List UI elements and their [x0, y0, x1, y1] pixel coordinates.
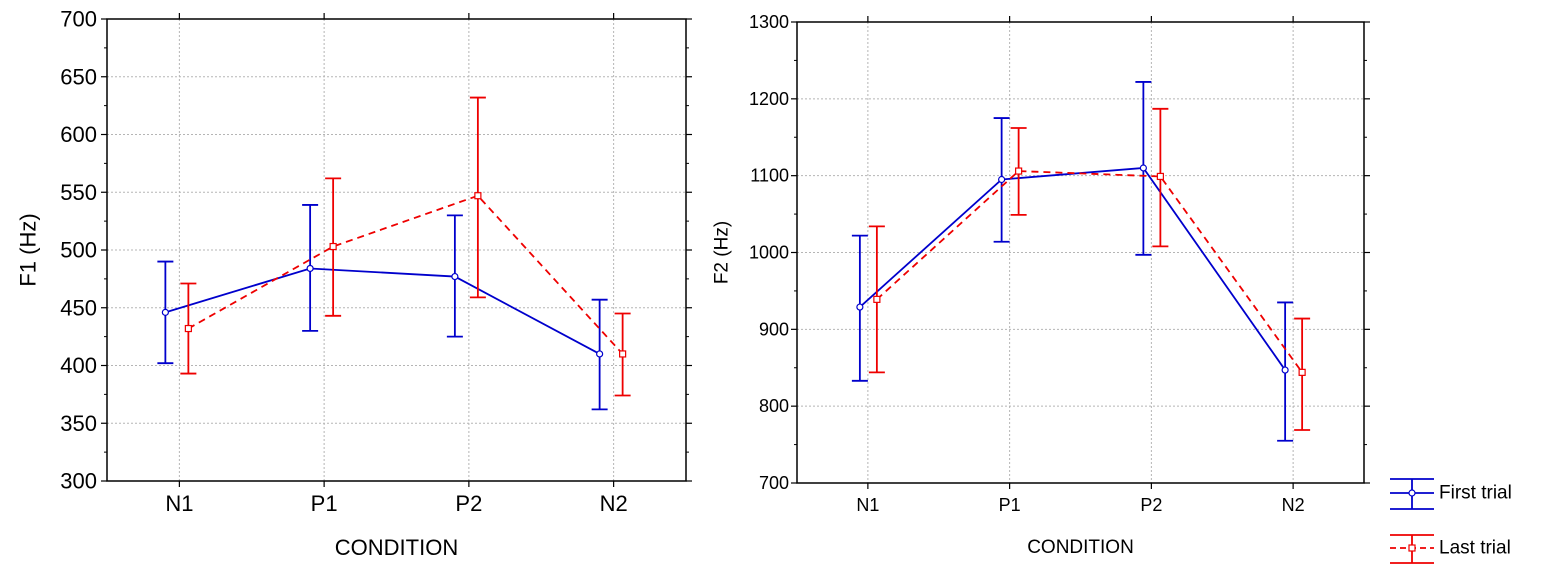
series-line [165, 267, 601, 355]
legend-entry: First trial [1390, 478, 1512, 510]
legend-label: First trial [1439, 483, 1512, 504]
y-tick-label: 1200 [749, 89, 789, 109]
series-first-trial [851, 81, 1294, 442]
data-point [619, 350, 627, 358]
chart-f1: 300 350 400 450 500 550 600 650 700 N1 P1 P2 N2 CONDI… [16, 7, 692, 560]
y-tick-label: 550 [60, 180, 97, 205]
y-tick-label: 600 [60, 122, 97, 147]
y-tick-label: 350 [60, 411, 97, 436]
series-line [876, 170, 1303, 373]
data-point [998, 175, 1006, 184]
data-point [1281, 366, 1289, 374]
series-line [187, 194, 624, 355]
series-first-trial [157, 204, 608, 411]
y-tick-label: 1300 [749, 12, 789, 32]
legend-label: Last trial [1439, 538, 1511, 559]
y-tick-label: 450 [60, 295, 97, 320]
series-last-trial [868, 107, 1311, 431]
y-tick-label: 800 [759, 396, 789, 416]
data-point [474, 192, 482, 200]
x-tick-label: N1 [165, 491, 193, 516]
y-axis-title: F1 (Hz) [16, 213, 41, 286]
x-tick-label: P1 [311, 491, 338, 516]
data-point [451, 272, 459, 281]
data-point [329, 242, 337, 251]
x-tick-label: N1 [856, 495, 879, 515]
data-point [1298, 368, 1306, 376]
x-tick-label: P1 [999, 495, 1021, 515]
data-point [184, 324, 192, 333]
x-tick-label: N2 [1282, 495, 1305, 515]
y-tick-label: 700 [759, 473, 789, 493]
y-tick-label: 300 [60, 469, 97, 494]
x-tick-label: P2 [455, 491, 482, 516]
data-point [596, 350, 604, 358]
y-tick-label: 1100 [750, 166, 789, 186]
y-tick-label: 900 [759, 319, 789, 339]
data-point [1139, 164, 1147, 172]
x-tick-label: P2 [1140, 495, 1162, 515]
y-axis-title: F2 (Hz) [712, 221, 733, 284]
data-point [1156, 172, 1164, 181]
chart-f2: 700 800 900 1000 1100 1200 1300 N1 P1 P2 N2 CONDITI… [712, 12, 1370, 558]
series-line [859, 167, 1286, 371]
y-tick-label: 700 [60, 7, 97, 32]
y-tick-label: 1000 [749, 243, 789, 263]
y-tick-label: 400 [60, 353, 97, 378]
series-last-trial [180, 96, 631, 397]
data-point [1015, 167, 1023, 175]
data-point [161, 308, 169, 316]
data-point [873, 295, 881, 303]
legend-marker [1408, 489, 1416, 497]
data-point [306, 264, 314, 273]
y-tick-label: 500 [60, 238, 97, 263]
x-axis-title: CONDITION [1027, 537, 1134, 558]
y-tick-label: 650 [60, 64, 97, 89]
x-axis-title: CONDITION [335, 535, 458, 560]
data-point [856, 303, 864, 311]
legend-marker [1408, 544, 1416, 552]
legend: First trial Last trial [1390, 478, 1512, 564]
legend-entry: Last trial [1390, 534, 1511, 564]
x-tick-label: N2 [600, 491, 628, 516]
